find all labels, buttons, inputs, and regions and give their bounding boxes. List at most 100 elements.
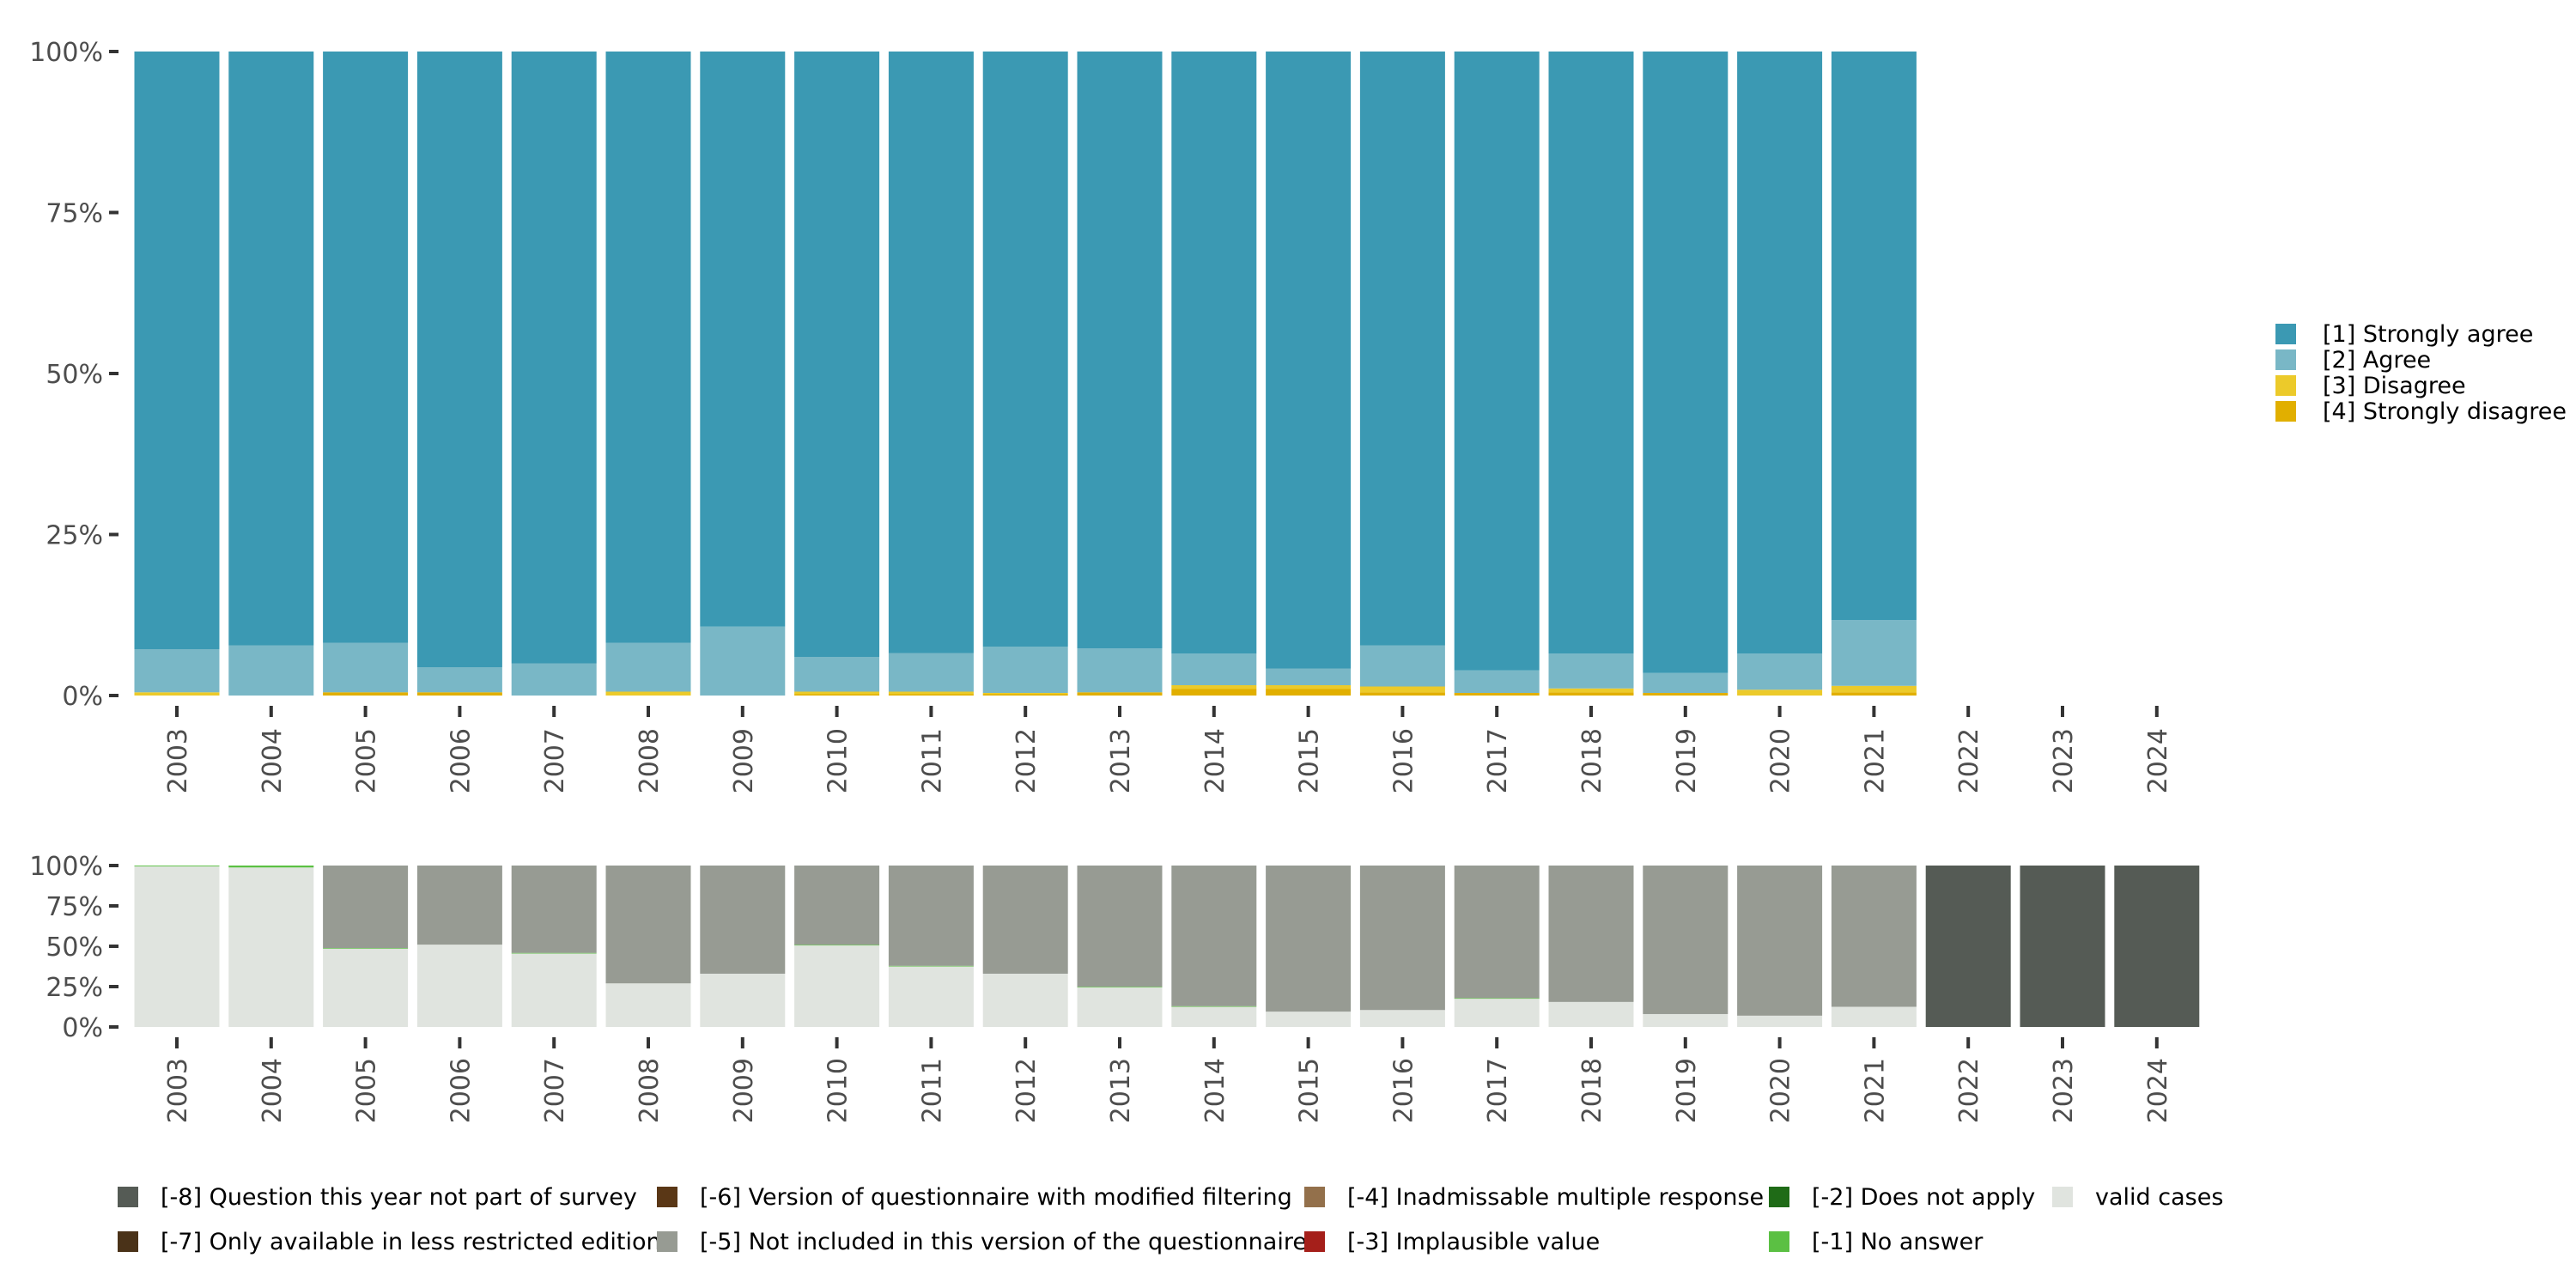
x-tick-label: 2022 <box>1954 1058 1984 1123</box>
bar-segment <box>794 945 880 1027</box>
bar-segment <box>416 667 502 693</box>
legend-swatch <box>2275 401 2296 422</box>
bar-segment <box>1643 1013 1728 1027</box>
bar-segment <box>1548 1001 1634 1027</box>
x-tick-label: 2010 <box>823 1058 854 1123</box>
bar-segment <box>1831 52 1917 621</box>
x-tick-label: 2007 <box>540 728 570 793</box>
bar-segment <box>888 52 974 653</box>
legend-label: [-7] Only available in less restricted e… <box>161 1229 661 1255</box>
x-tick-label: 2015 <box>1295 728 1325 793</box>
x-tick-label: 2003 <box>163 728 193 793</box>
bar-segment <box>605 642 691 692</box>
bar-segment <box>1077 648 1163 693</box>
y-tick-label: 25% <box>46 521 103 551</box>
x-tick-label: 2016 <box>1388 1058 1419 1123</box>
bottom-chart: 0% 25% 50% 75% 100% 2003 2004 2005 2006 2007 2008 2… <box>29 852 2200 1123</box>
bar-segment <box>888 965 974 967</box>
bar-segment <box>1171 52 1257 654</box>
legend-label: [2] Agree <box>2323 347 2431 374</box>
bar-segment <box>700 973 786 1027</box>
x-tick-label: 2023 <box>2049 728 2079 793</box>
legend-label: [3] Disagree <box>2323 373 2466 399</box>
bar-segment <box>416 52 502 667</box>
y-tick-label: 100% <box>29 852 103 882</box>
legend-swatch <box>118 1187 138 1207</box>
bar-segment <box>888 653 974 692</box>
y-tick-label: 0% <box>62 682 103 712</box>
x-tick-label: 2015 <box>1295 1058 1325 1123</box>
bar-segment <box>1454 693 1540 696</box>
legend-swatch <box>2052 1187 2073 1207</box>
x-tick-label: 2024 <box>2143 1058 2173 1123</box>
bar-segment <box>1171 866 1257 1006</box>
x-tick-label: 2006 <box>446 728 476 793</box>
x-tick-label: 2021 <box>1860 1058 1890 1123</box>
x-tick-label: 2004 <box>258 728 288 793</box>
bar-segment <box>134 52 220 649</box>
bar-segment <box>1077 866 1163 987</box>
bar-segment <box>1171 685 1257 690</box>
bar-segment <box>794 691 880 695</box>
x-tick-label: 2010 <box>823 728 854 793</box>
bar-segment <box>1643 693 1728 696</box>
x-tick-label: 2022 <box>1954 728 1984 793</box>
bar-segment <box>605 983 691 1027</box>
bar-segment <box>1077 52 1163 649</box>
bar-segment <box>794 694 880 696</box>
x-tick-label: 2004 <box>258 1058 288 1123</box>
bar-segment <box>511 952 597 954</box>
legend-label: valid cases <box>2095 1184 2223 1211</box>
top-chart: 0% 25% 50% 75% 100% 2003 2004 2005 2006 2007 2008 2… <box>29 38 2173 793</box>
x-tick-label: 2008 <box>635 1058 665 1123</box>
bar-segment <box>228 645 314 696</box>
bar-segment <box>1359 52 1445 646</box>
bar-segment <box>228 867 314 1027</box>
bar-segment <box>228 52 314 646</box>
x-tick-label: 2003 <box>163 1058 193 1123</box>
bar-segment <box>1737 1015 1823 1027</box>
y-tick-label: 50% <box>46 933 103 963</box>
x-tick-label: 2014 <box>1200 728 1230 793</box>
x-tick-label: 2012 <box>1012 1058 1042 1123</box>
bar-segment <box>1171 689 1257 696</box>
x-tick-label: 2016 <box>1388 728 1419 793</box>
legend-label: [-3] Implausible value <box>1347 1229 1600 1255</box>
bar-segment <box>323 948 409 949</box>
bar-segment <box>888 694 974 696</box>
x-tick-label: 2023 <box>2049 1058 2079 1123</box>
bar-segment <box>323 866 409 949</box>
bar-segment <box>794 866 880 945</box>
legend-swatch <box>657 1187 677 1207</box>
x-tick-label: 2018 <box>1577 1058 1607 1123</box>
bar-segment <box>323 692 409 696</box>
x-tick-label: 2005 <box>352 1058 382 1123</box>
bar-segment <box>982 693 1068 695</box>
x-tick-label: 2006 <box>446 1058 476 1123</box>
bar-segment <box>2020 866 2105 1027</box>
bar-segment <box>888 866 974 966</box>
bar-segment <box>323 642 409 693</box>
bar-segment <box>1548 653 1634 689</box>
bar-segment <box>1266 668 1352 685</box>
y-tick-label: 50% <box>46 360 103 390</box>
bar-segment <box>1643 52 1728 673</box>
legend-swatch <box>2275 375 2296 396</box>
bar-segment <box>1454 999 1540 1027</box>
bar-segment <box>134 866 220 1027</box>
x-tick-label: 2018 <box>1577 728 1607 793</box>
bar-segment <box>1171 1006 1257 1027</box>
x-tick-label: 2017 <box>1483 1058 1513 1123</box>
bar-segment <box>1737 52 1823 654</box>
bar-segment <box>982 694 1068 696</box>
x-tick-label: 2012 <box>1012 728 1042 793</box>
legend-swatch <box>2275 324 2296 344</box>
bar-segment <box>511 866 597 953</box>
bar-segment <box>1359 1010 1445 1027</box>
legend-swatch <box>1304 1187 1325 1207</box>
bar-segment <box>982 52 1068 647</box>
bar-segment <box>1737 653 1823 690</box>
bar-segment <box>1266 52 1352 669</box>
bar-segment <box>1454 52 1540 671</box>
bar-segment <box>323 948 409 1027</box>
